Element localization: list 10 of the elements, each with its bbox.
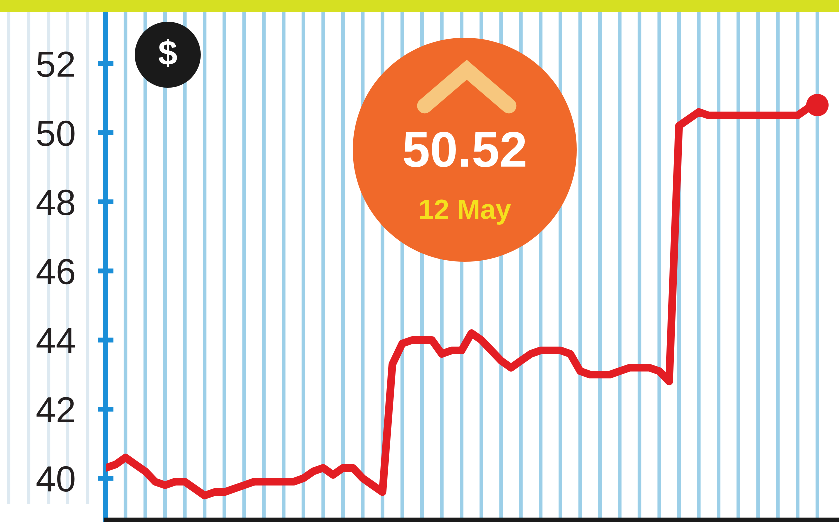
y-axis-title: $ xyxy=(158,39,178,68)
y-tick-label: 46 xyxy=(36,259,75,285)
y-tick-label: 42 xyxy=(36,397,74,422)
y-tick-label: 52 xyxy=(37,52,74,78)
annotation: 50.52 xyxy=(404,132,526,168)
y-tick-label: 50 xyxy=(37,120,75,146)
y-tick-label: 48 xyxy=(36,190,75,216)
y-tick-label: 44 xyxy=(36,328,76,354)
annotation: 12 May xyxy=(420,200,512,225)
y-tick-label: 40 xyxy=(36,466,75,492)
